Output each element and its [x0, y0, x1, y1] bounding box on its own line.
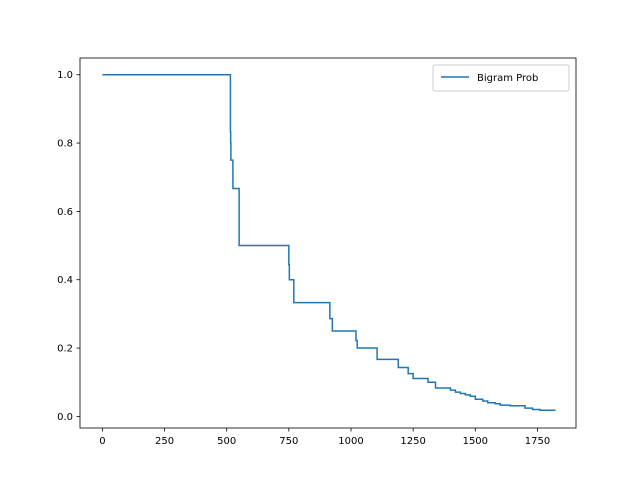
y-axis-ticks: 0.0 0.2 0.4 0.6 0.8 1.0 [57, 70, 80, 423]
plot-frame [79, 57, 577, 429]
x-tick-label: 1000 [338, 436, 363, 447]
x-tick-label: 1500 [463, 436, 488, 447]
x-tick-label: 1250 [400, 436, 425, 447]
y-tick-label: 0.2 [57, 344, 73, 355]
plot-background [80, 58, 576, 428]
x-tick-label: 250 [155, 436, 174, 447]
legend-label: Bigram Prob [477, 73, 538, 84]
x-tick-label: 1750 [525, 436, 550, 447]
x-axis-ticks: 0 250 500 750 1000 1250 1500 1750 [99, 428, 550, 447]
legend: Bigram Prob [432, 64, 570, 92]
x-tick-label: 500 [217, 436, 236, 447]
y-tick-label: 0.8 [57, 139, 73, 150]
x-tick-label: 0 [99, 436, 105, 447]
y-tick-label: 1.0 [57, 70, 73, 81]
x-tick-label: 750 [279, 436, 298, 447]
y-tick-label: 0.0 [57, 412, 73, 423]
y-tick-label: 0.4 [57, 275, 73, 286]
y-tick-label: 0.6 [57, 207, 73, 218]
series-line-bigram-prob [102, 73, 556, 411]
legend-box [432, 64, 570, 92]
